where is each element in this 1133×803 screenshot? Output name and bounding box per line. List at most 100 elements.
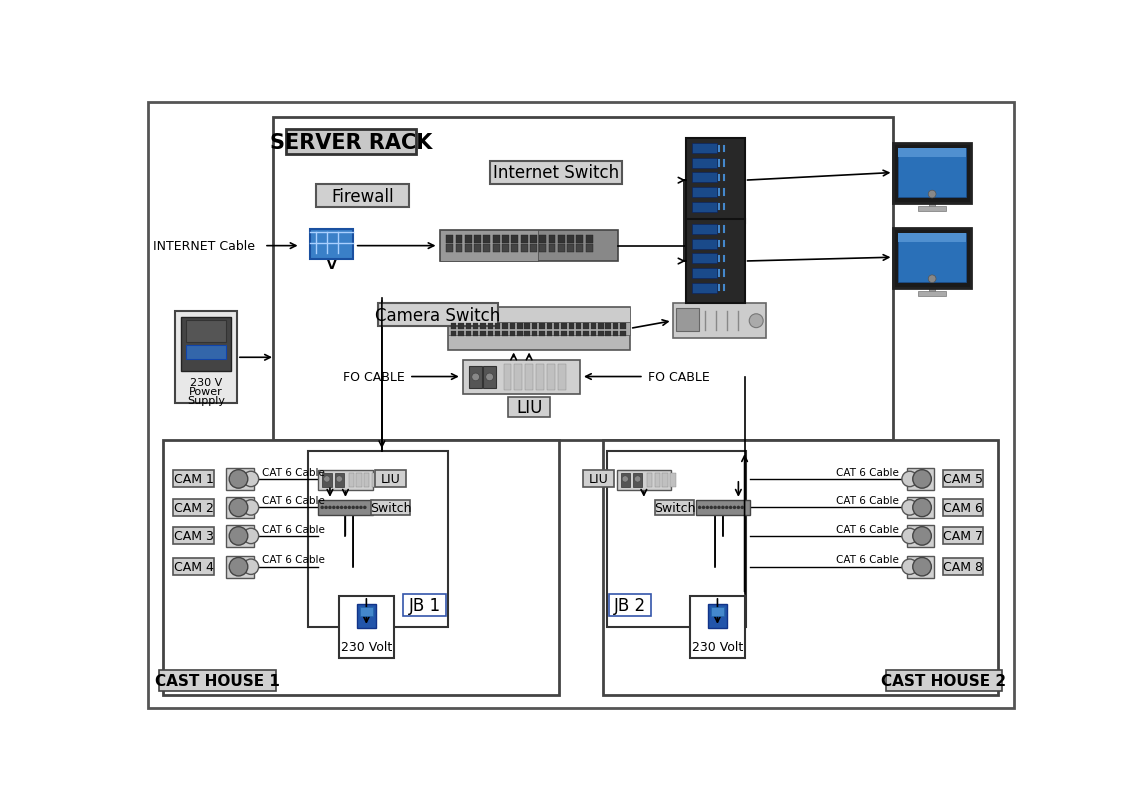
Bar [547,365,555,390]
Bar [493,235,500,243]
Bar [583,324,589,329]
Circle shape [324,476,330,483]
Bar [480,331,486,336]
Bar [173,471,214,487]
Bar [598,331,604,336]
Bar [598,324,604,329]
Bar [692,225,717,234]
Text: LIU: LIU [516,399,543,417]
Circle shape [486,373,494,381]
Text: CAT 6 Cable: CAT 6 Cable [836,555,898,565]
Bar [227,497,254,519]
Bar [569,331,574,336]
Bar [502,245,509,252]
Bar [356,473,361,487]
Text: JB 1: JB 1 [408,597,441,614]
Text: 230 V: 230 V [190,377,222,387]
Bar [620,324,625,329]
Bar [514,365,522,390]
Text: CAM 4: CAM 4 [173,560,213,573]
Bar [491,161,622,185]
Circle shape [364,506,366,509]
Circle shape [706,506,709,509]
Bar [503,365,511,390]
Circle shape [244,500,258,516]
Bar [526,365,533,390]
Bar [692,144,717,154]
Bar [484,235,491,243]
Bar [370,500,410,516]
Bar [173,499,214,516]
Bar [539,235,546,243]
Circle shape [329,506,332,509]
Bar [586,245,593,252]
Text: Power: Power [189,387,223,397]
Bar [181,318,231,372]
Text: LIU: LIU [381,473,400,486]
Text: LIU: LIU [589,473,608,486]
Bar [493,245,500,252]
Bar [466,324,471,329]
Bar [227,469,254,490]
Bar [673,304,766,339]
Bar [531,324,537,329]
Bar [463,360,579,395]
Bar [557,245,564,252]
Bar [502,235,509,243]
Bar [372,473,377,487]
Text: CAST HOUSE 2: CAST HOUSE 2 [881,674,1006,688]
Bar [577,245,583,252]
Circle shape [913,470,931,488]
Bar [530,235,537,243]
Bar [603,441,998,695]
Bar [446,245,453,252]
Bar [568,245,574,252]
Bar [487,324,493,329]
Text: CAT 6 Cable: CAT 6 Cable [836,495,898,506]
Text: CAT 6 Cable: CAT 6 Cable [262,467,325,477]
Bar [696,500,750,516]
Bar [440,231,538,262]
Circle shape [337,476,342,483]
Text: CAM 5: CAM 5 [943,473,983,486]
Bar [894,144,971,204]
Circle shape [722,506,724,509]
Bar [918,207,946,212]
Circle shape [902,471,918,487]
Circle shape [622,476,629,483]
Circle shape [321,506,324,509]
Circle shape [725,506,729,509]
Bar [576,331,581,336]
Bar [487,331,493,336]
Bar [173,528,214,544]
Bar [685,139,744,223]
Text: CAM 3: CAM 3 [173,530,213,543]
Bar [663,473,667,487]
Bar [474,245,482,252]
Bar [929,202,935,209]
Bar [403,595,445,616]
Circle shape [741,506,743,509]
Bar [605,331,611,336]
Bar [943,471,983,487]
Text: CAM 8: CAM 8 [943,560,983,573]
Bar [448,308,630,350]
Bar [898,149,966,158]
Bar [692,283,717,293]
Bar [186,321,227,342]
Bar [613,324,619,329]
Circle shape [717,506,721,509]
Bar [525,331,530,336]
Bar [561,324,566,329]
Bar [590,324,596,329]
Circle shape [244,471,258,487]
Bar [692,173,717,183]
Bar [469,366,482,389]
Bar [943,559,983,576]
Circle shape [902,500,918,516]
Text: Switch: Switch [369,501,411,514]
Text: 230 Volt: 230 Volt [341,640,392,653]
Bar [448,323,630,336]
Text: V: V [326,259,337,272]
Bar [898,233,966,283]
